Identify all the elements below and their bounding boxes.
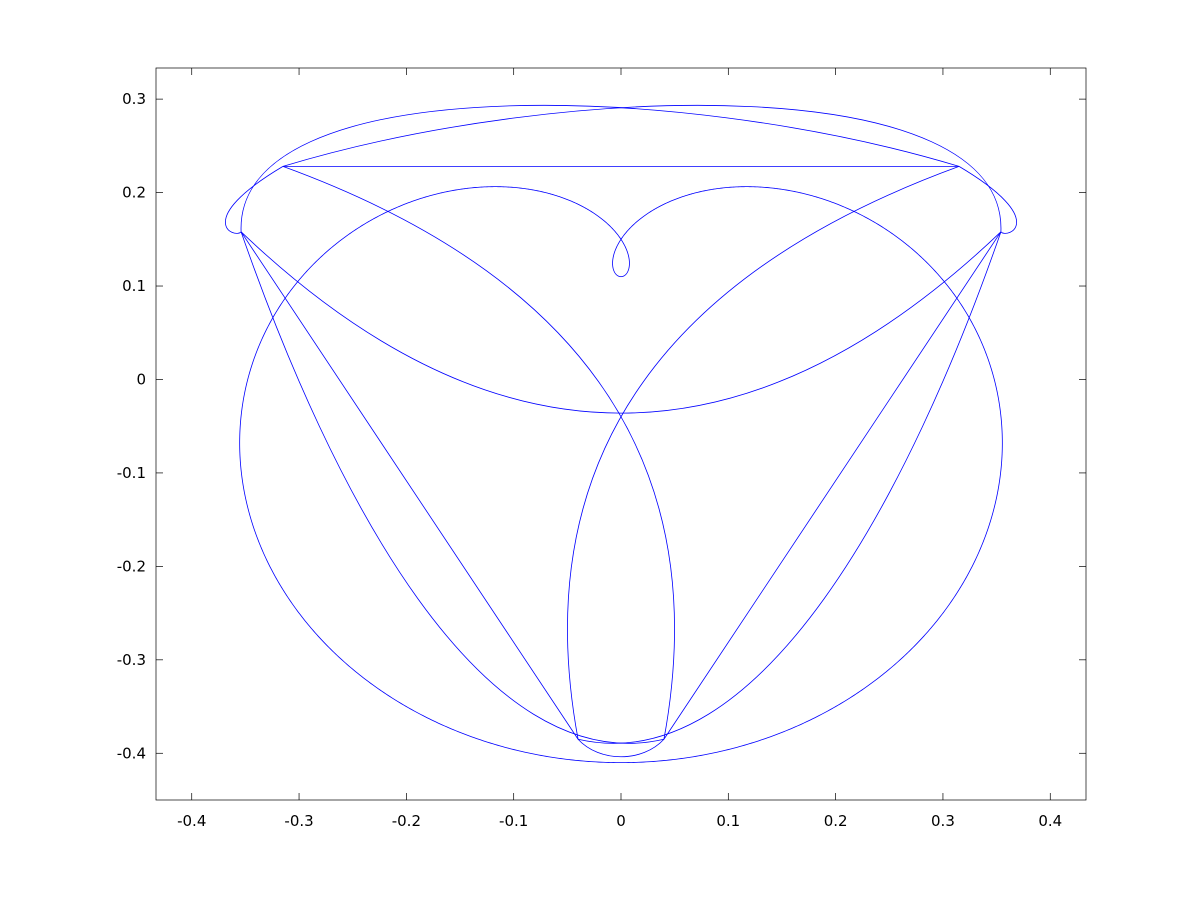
x-tick-label: 0	[616, 812, 626, 830]
y-tick-label: -0.4	[117, 744, 146, 762]
y-tick-label: 0.1	[122, 277, 146, 295]
lobe-top-right	[282, 105, 1002, 232]
x-tick-label: 0.4	[1038, 812, 1062, 830]
y-tick-label: 0.3	[122, 90, 146, 108]
curve-layer	[225, 105, 1017, 764]
axes	[155, 67, 1087, 801]
x-tick-label: 0.1	[716, 812, 740, 830]
petal-right-arc	[567, 166, 960, 740]
lobe-right-low	[577, 231, 1002, 744]
x-tick-label: 0.3	[931, 812, 955, 830]
x-tick-label: -0.1	[499, 812, 528, 830]
lobe-left-low	[240, 231, 665, 744]
x-tick-label: -0.3	[284, 812, 313, 830]
loop-bottom	[577, 738, 665, 758]
y-tick-label: -0.3	[117, 651, 146, 669]
loop-left	[225, 166, 284, 234]
x-tick-label: -0.2	[392, 812, 421, 830]
plot-frame	[155, 67, 1087, 801]
x-tick-label: 0.2	[824, 812, 848, 830]
petal-bottom-arc	[240, 231, 1002, 414]
y-tick-label: 0.2	[122, 184, 146, 202]
chord-left	[240, 231, 579, 740]
y-tick-label: -0.1	[117, 464, 146, 482]
petal-left-arc	[282, 166, 675, 740]
loop-right	[958, 166, 1017, 234]
ticks: -0.4 -0.3 -0.2 -0.1 0 0.1 0.2 0.3 0.4 0.3 0.2 0.1 0 -…	[117, 68, 1086, 830]
y-tick-label: 0	[136, 370, 146, 388]
series-curve-outer	[239, 186, 1003, 764]
chord-right	[663, 231, 1002, 740]
lobe-top-left	[240, 105, 960, 232]
y-tick-label: -0.2	[117, 557, 146, 575]
x-tick-label: -0.4	[177, 812, 206, 830]
